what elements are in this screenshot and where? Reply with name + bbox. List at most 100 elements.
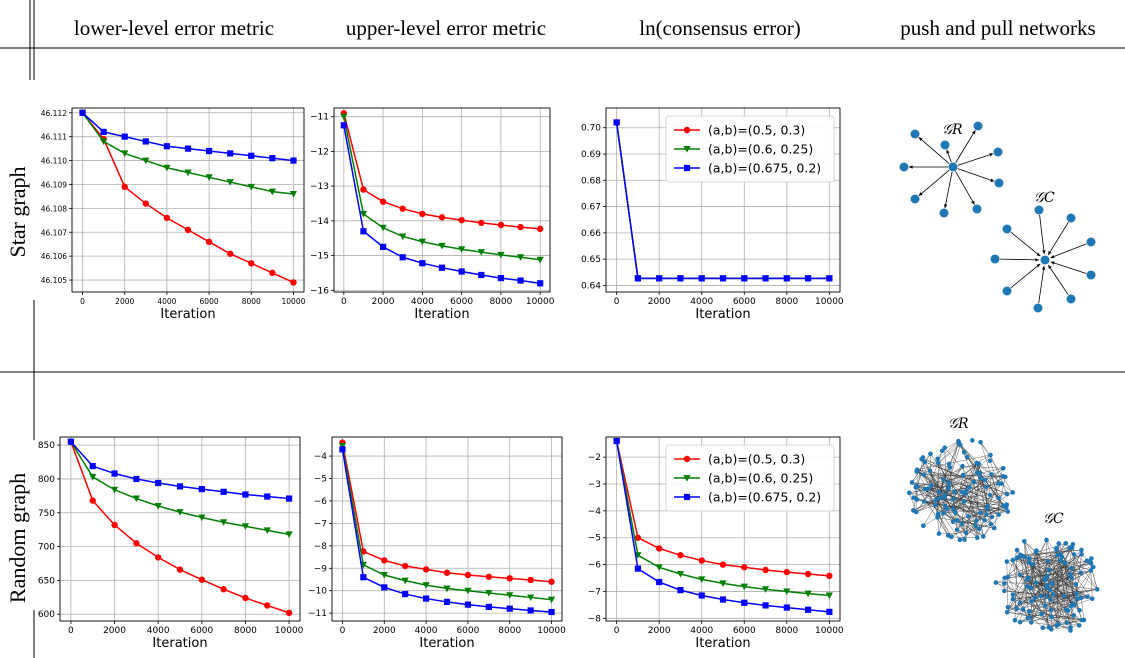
- network-node: [1043, 603, 1048, 609]
- network-node: [913, 509, 919, 515]
- header-consensus: ln(consensus error): [639, 16, 801, 40]
- network-edge: [1056, 543, 1060, 626]
- network-node: [1014, 547, 1020, 553]
- network-node: [1048, 597, 1054, 603]
- data-point: [379, 224, 387, 232]
- network-edge: [1012, 599, 1043, 628]
- network-node: [942, 495, 948, 500]
- network-edge: [986, 507, 1007, 515]
- data-point: [269, 269, 276, 277]
- data-point: [154, 554, 162, 561]
- network-edge: [1026, 579, 1082, 621]
- network-node: [1068, 603, 1074, 609]
- x-tick-label: 10000: [275, 626, 304, 636]
- network-node: [1079, 552, 1084, 557]
- data-point: [804, 570, 812, 578]
- network-edge: [995, 582, 1082, 621]
- network-edge: [1058, 543, 1072, 578]
- data-point: [379, 243, 387, 250]
- y-tick-label: −6: [314, 497, 328, 507]
- network-node: [970, 438, 975, 443]
- network-node: [1046, 567, 1052, 573]
- network-node: [1044, 594, 1049, 599]
- network-edge: [1006, 561, 1009, 608]
- legend-marker: [683, 455, 691, 463]
- network-node: [940, 140, 950, 150]
- data-point: [381, 584, 388, 591]
- y-tick-label: −9: [314, 564, 328, 574]
- series-line-1: [81, 112, 294, 284]
- data-point: [184, 145, 192, 152]
- network-node: [1084, 594, 1090, 599]
- network-edge: [1080, 597, 1085, 621]
- header-upper-level: upper-level error metric: [346, 16, 546, 40]
- x-tick-label: 10000: [815, 626, 844, 636]
- network-edge: [948, 444, 961, 483]
- data-point: [826, 572, 833, 580]
- network-node: [996, 495, 1001, 501]
- network-node: [957, 442, 963, 448]
- network-node: [947, 465, 953, 470]
- data-point: [741, 564, 748, 571]
- network-edge: [938, 532, 966, 534]
- network-node: [1064, 620, 1070, 626]
- network-edge: [1051, 547, 1073, 584]
- network-edge: [983, 523, 992, 537]
- series-line-1: [341, 442, 552, 583]
- x-tick-label: 10000: [526, 297, 555, 307]
- data-point: [516, 254, 525, 261]
- y-tick-label: −8: [314, 542, 328, 552]
- network-edge: [1016, 598, 1078, 609]
- network-edge: [1058, 547, 1073, 625]
- network-node: [961, 449, 967, 455]
- network-node: [1086, 270, 1096, 280]
- network-edge: [999, 258, 1040, 261]
- label-random-gr: 𝒢R: [948, 416, 969, 432]
- network-node: [1004, 491, 1010, 497]
- data-point: [804, 275, 812, 282]
- series-line-3: [343, 125, 541, 285]
- network-node: [952, 489, 957, 495]
- network-edge: [1047, 264, 1069, 296]
- data-point: [401, 577, 409, 585]
- data-point: [464, 571, 472, 579]
- network-edge: [1048, 560, 1088, 571]
- chart-random-upper: 0 2000 4000 6000 8000 10000 −11 −10 −9 −8 −7 −6 −5 −4…: [308, 436, 566, 651]
- data-point: [220, 519, 228, 526]
- network-node: [950, 519, 956, 525]
- data-point: [110, 486, 119, 494]
- data-point: [419, 260, 426, 267]
- network-node: [972, 204, 982, 214]
- y-tick-label: −16: [310, 286, 329, 296]
- x-tick-label: 8000: [775, 297, 798, 307]
- data-point: [419, 210, 426, 218]
- data-point: [548, 608, 555, 616]
- network-node: [1088, 568, 1094, 573]
- network-node: [985, 504, 991, 509]
- network-node: [927, 468, 933, 474]
- network-edge: [1020, 549, 1082, 556]
- network-edge: [945, 505, 1008, 512]
- network-node: [1004, 559, 1010, 564]
- network-edge: [995, 582, 1052, 618]
- network-node: [1025, 575, 1031, 581]
- network-node: [925, 486, 931, 491]
- network-random-gr: [906, 438, 1015, 543]
- network-node: [1003, 474, 1008, 480]
- data-point: [89, 462, 96, 470]
- data-point: [497, 251, 505, 259]
- data-point: [154, 503, 162, 510]
- data-point: [248, 260, 255, 267]
- data-point: [634, 275, 642, 282]
- network-edge: [935, 499, 954, 522]
- network-node: [1034, 548, 1039, 553]
- network-arrowhead: [918, 192, 923, 196]
- network-edge: [1004, 577, 1080, 626]
- network-node: [987, 492, 993, 498]
- data-point: [163, 164, 171, 172]
- series-line-1: [343, 113, 541, 230]
- network-node: [951, 506, 956, 512]
- network-node: [1071, 613, 1077, 618]
- x-tick-label: 4000: [690, 297, 713, 307]
- network-edge: [1051, 570, 1091, 630]
